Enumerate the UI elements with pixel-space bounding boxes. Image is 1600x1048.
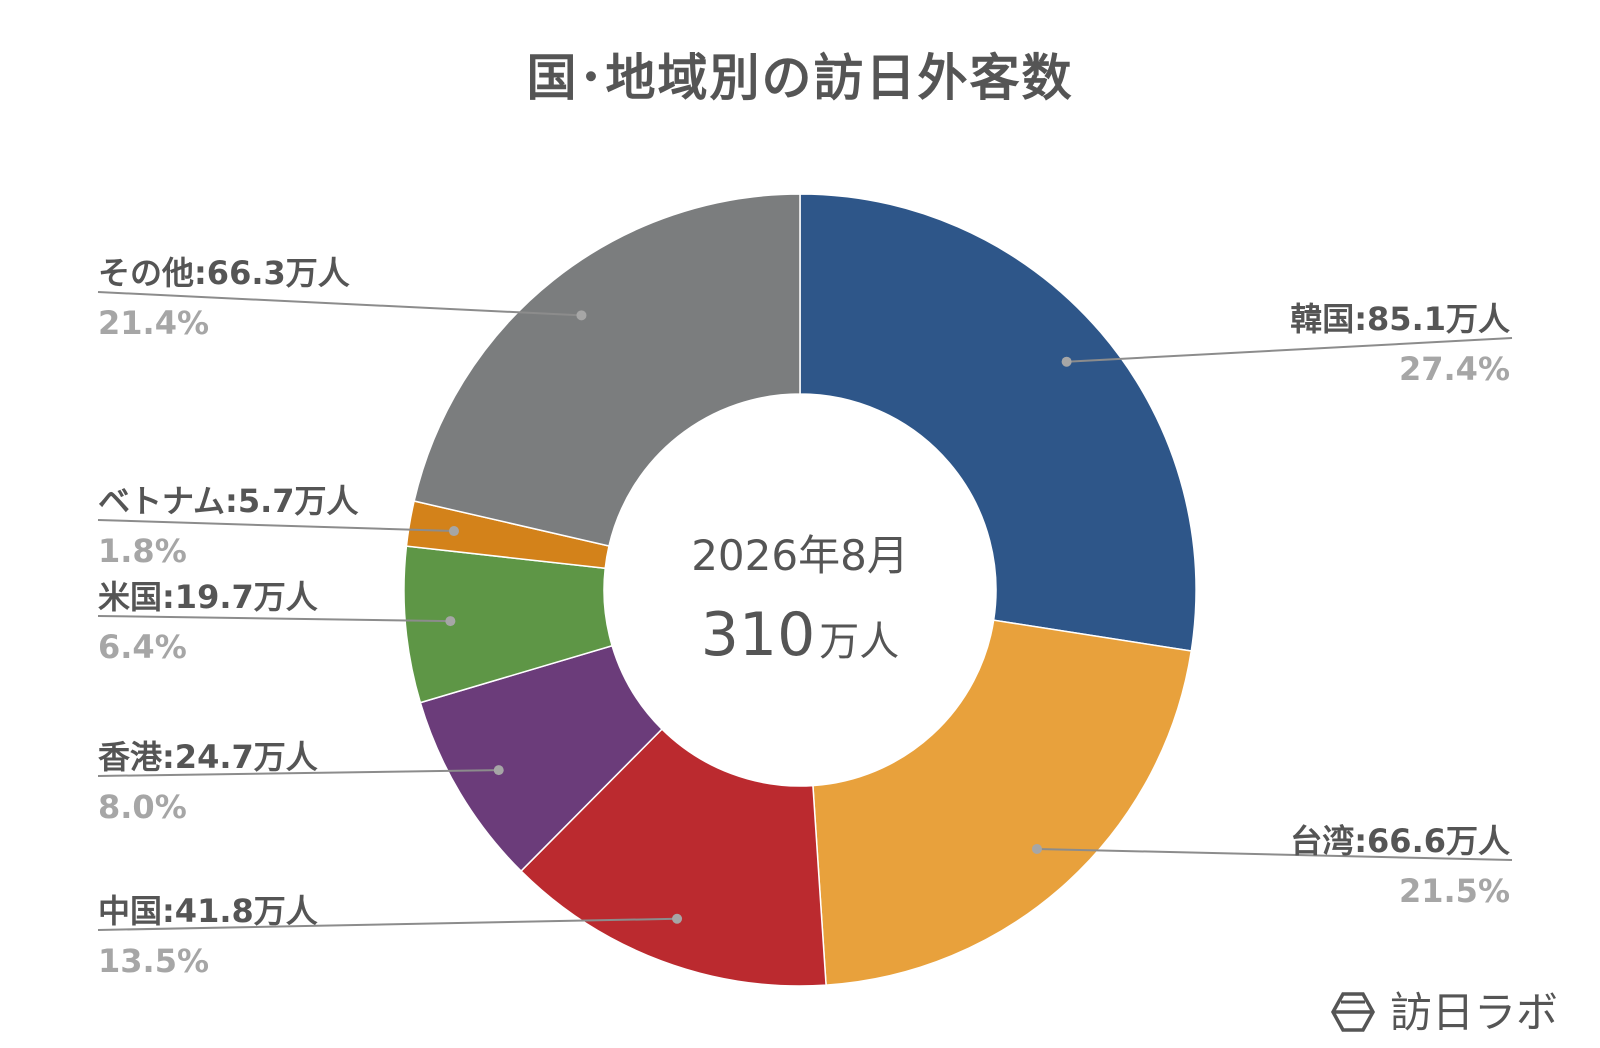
slice-percent-1: 21.5% (1399, 872, 1510, 910)
center-date: 2026年8月 (691, 531, 909, 580)
slice-percent-5: 1.8% (98, 532, 187, 570)
slice-6 (413, 193, 801, 547)
center-total: 310 万人 (701, 600, 900, 670)
watermark: 訪日ラボ (1330, 988, 1558, 1037)
slice-0 (799, 193, 1197, 652)
slice-2 (519, 728, 827, 987)
slice-percent-0: 27.4% (1399, 350, 1510, 388)
leader-line-3 (97, 769, 499, 777)
labels-group: 韓国:85.1万人 27.4% 台湾:66.6万人 21.5% 中国:41.8万人 13.… (98, 254, 1510, 980)
leader-dot-4 (445, 616, 456, 627)
hexagon-logo-icon (1330, 992, 1376, 1032)
slice-label-3: 香港:24.7万人 (98, 738, 318, 776)
slice-percent-6: 21.4% (98, 304, 209, 342)
leader-line-2 (97, 917, 678, 931)
slice-label-2: 中国:41.8万人 (98, 892, 318, 930)
slice-label-1: 台湾:66.6万人 (1290, 822, 1510, 860)
slice-label-6: その他:66.3万人 (98, 254, 350, 292)
leader-line-6 (97, 291, 582, 317)
leader-line-5 (97, 519, 455, 533)
leader-dot-5 (448, 526, 459, 537)
center-total-unit: 万人 (819, 619, 899, 665)
slice-label-4: 米国:19.7万人 (98, 578, 318, 616)
slice-percent-3: 8.0% (98, 788, 187, 826)
watermark-text: 訪日ラボ (1390, 988, 1558, 1037)
slice-label-5: ベトナム:5.7万人 (98, 482, 359, 520)
leader-lines-group (97, 291, 1513, 931)
slice-label-0: 韓国:85.1万人 (1290, 300, 1510, 338)
leader-dot-1 (1031, 843, 1042, 854)
leader-line-1 (1036, 847, 1513, 861)
leader-dot-0 (1061, 356, 1072, 367)
leader-dot-2 (672, 913, 683, 924)
leader-line-0 (1066, 337, 1513, 363)
leader-line-4 (97, 615, 451, 623)
slice-percent-2: 13.5% (98, 942, 209, 980)
chart-title: 国･地域別の訪日外客数 (527, 49, 1074, 107)
slice-1 (812, 619, 1193, 986)
leader-dot-3 (493, 765, 504, 776)
slice-percent-4: 6.4% (98, 628, 187, 666)
leader-dot-6 (576, 310, 587, 321)
center-total-number: 310 (701, 600, 816, 670)
slices-group (403, 193, 1197, 987)
